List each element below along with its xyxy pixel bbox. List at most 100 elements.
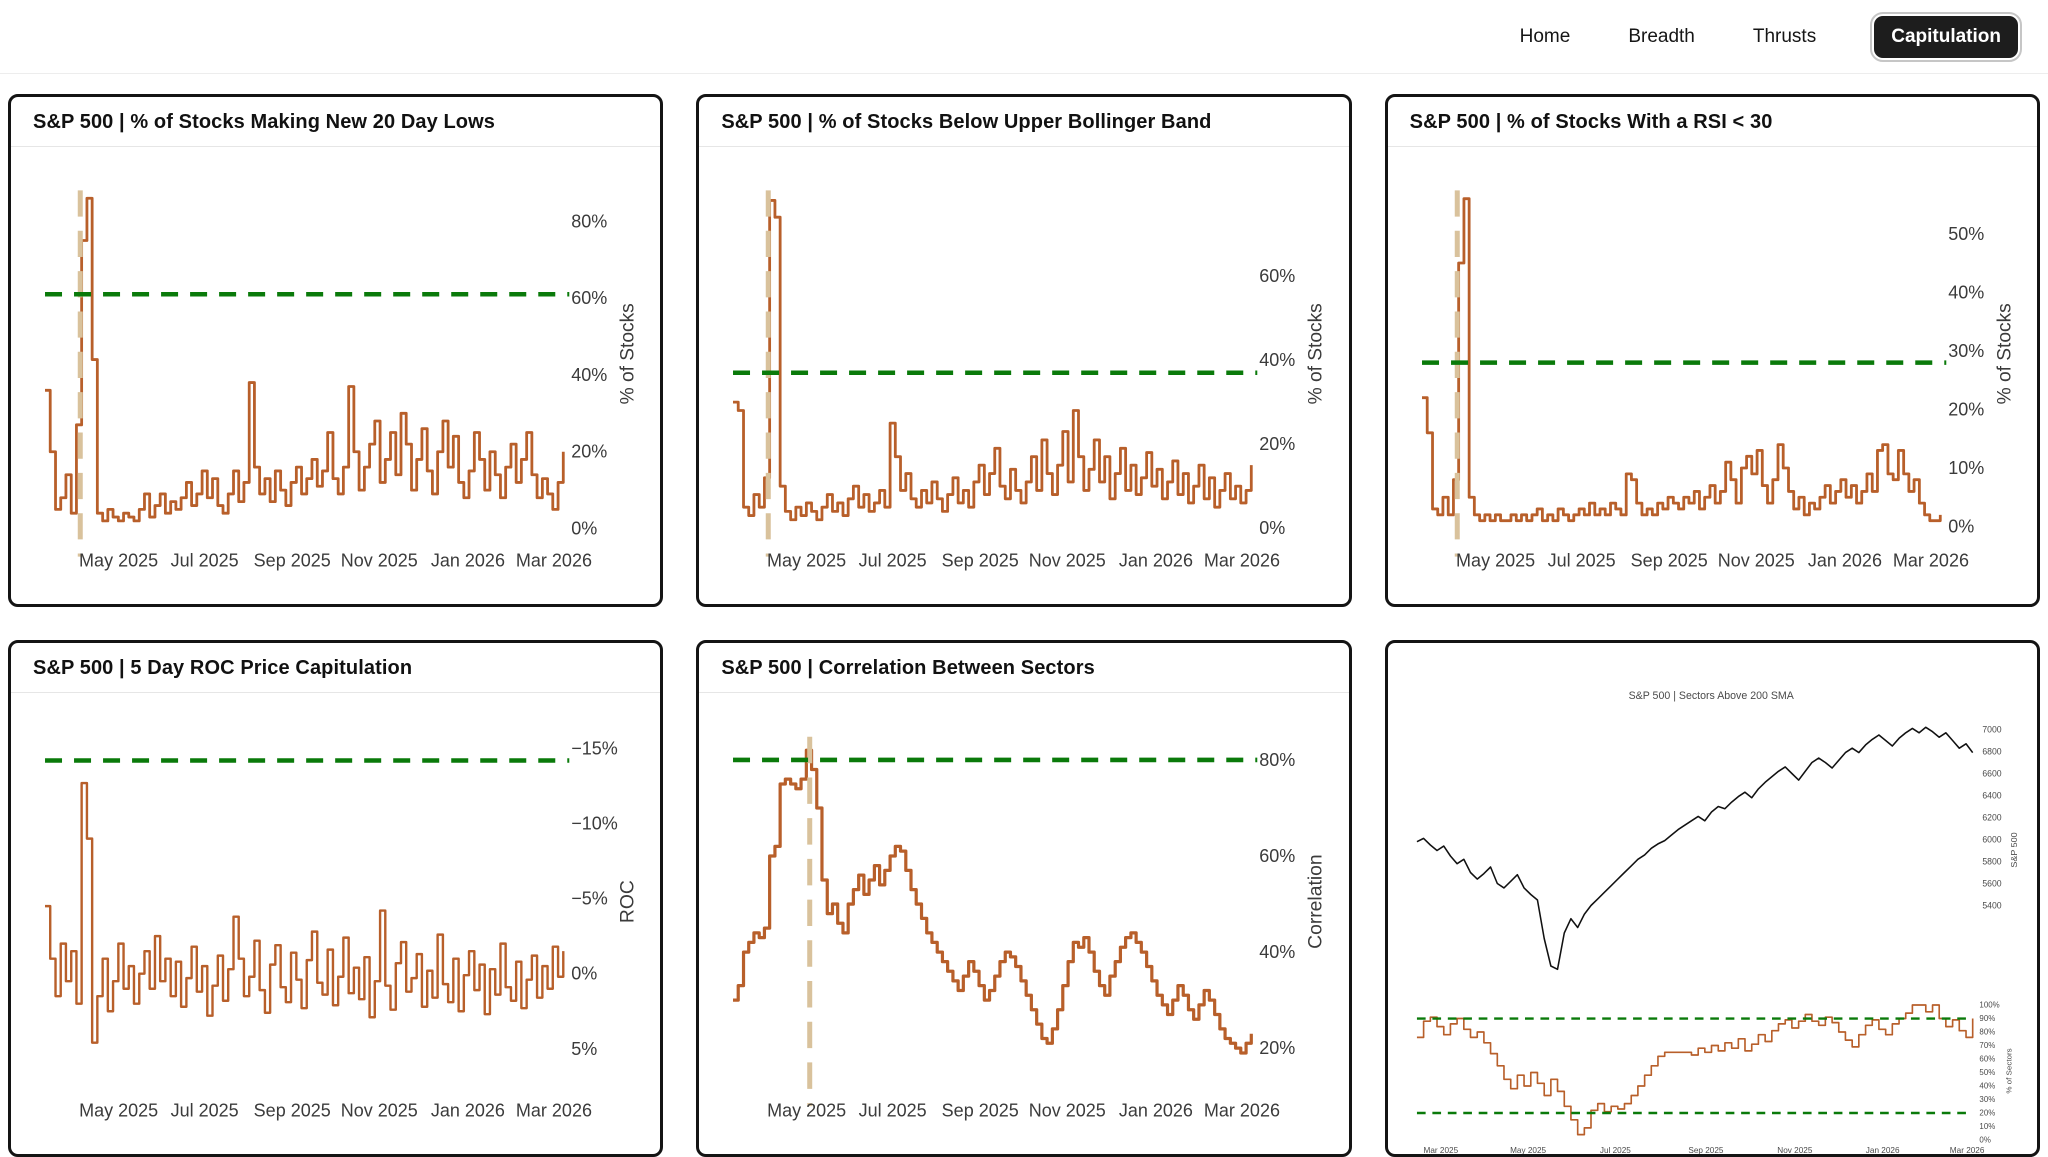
svg-text:40%: 40% [1979, 1081, 1995, 1090]
chart-rsi-below-30: 0% 10% 20% 30% 40% 50% May 2025 Jul 2025 Sep 202… [1421, 190, 2015, 571]
svg-text:0%: 0% [571, 964, 597, 984]
chart-area: S&P 500 | Sectors Above 200 SMA 7000 6800 6… [1388, 643, 2037, 1154]
svg-text:5400: 5400 [1982, 900, 2001, 910]
svg-text:May 2025: May 2025 [79, 551, 158, 571]
svg-text:60%: 60% [1979, 1054, 1995, 1063]
svg-text:50%: 50% [1979, 1068, 1995, 1077]
svg-text:6200: 6200 [1982, 812, 2001, 822]
svg-text:May 2025: May 2025 [1510, 1145, 1546, 1154]
panel-title: S&P 500 | % of Stocks With a RSI < 30 [1387, 97, 2037, 147]
svg-text:Jul 2025: Jul 2025 [171, 1100, 239, 1120]
svg-text:Mar 2026: Mar 2026 [1204, 551, 1280, 571]
svg-text:Sep 2025: Sep 2025 [1630, 551, 1707, 571]
svg-text:20%: 20% [1260, 434, 1296, 454]
svg-text:6600: 6600 [1982, 768, 2001, 778]
nav-item-capitulation[interactable]: Capitulation [1870, 11, 2022, 62]
svg-text:Sep 2025: Sep 2025 [942, 1100, 1019, 1120]
svg-text:30%: 30% [1979, 1095, 1995, 1104]
svg-text:0%: 0% [1979, 1135, 1990, 1144]
chart-new-20-day-lows: 0% 20% 40% 60% 80% May 2025 Jul 2025 Sep 2025 No… [45, 190, 638, 571]
svg-text:Sep 2025: Sep 2025 [254, 1100, 331, 1120]
svg-text:7000: 7000 [1982, 724, 2001, 734]
nav-item-home[interactable]: Home [1519, 25, 1571, 47]
svg-text:Jan 2026: Jan 2026 [1865, 1145, 1899, 1154]
svg-text:20%: 20% [1948, 399, 1984, 419]
svg-text:60%: 60% [1260, 846, 1296, 866]
svg-text:% of Stocks: % of Stocks [1994, 303, 2015, 404]
svg-text:Sep 2025: Sep 2025 [254, 551, 331, 571]
svg-text:90%: 90% [1979, 1014, 1995, 1023]
svg-text:−15%: −15% [571, 738, 618, 758]
svg-text:20%: 20% [1260, 1038, 1296, 1058]
svg-text:60%: 60% [571, 288, 607, 308]
chart-area: 20% 40% 60% 80% May 2025 Jul 2025 Sep 2025 Nov … [699, 693, 1348, 1154]
svg-text:Nov 2025: Nov 2025 [341, 551, 418, 571]
panel-title: S&P 500 | % of Stocks Below Upper Bollin… [699, 97, 1349, 147]
svg-text:Sep 2025: Sep 2025 [942, 551, 1019, 571]
nav-item-breadth[interactable]: Breadth [1628, 25, 1695, 47]
chart-area: 0% 20% 40% 60% May 2025 Jul 2025 Sep 2025 Nov 2… [699, 147, 1348, 604]
svg-text:May 2025: May 2025 [767, 551, 846, 571]
svg-text:5600: 5600 [1982, 878, 2001, 888]
svg-text:0%: 0% [1260, 518, 1286, 538]
svg-text:Nov 2025: Nov 2025 [1777, 1145, 1812, 1154]
svg-text:−5%: −5% [571, 889, 608, 909]
svg-text:Jul 2025: Jul 2025 [171, 551, 239, 571]
svg-text:S&P 500: S&P 500 [2009, 832, 2019, 867]
panel-roc-capitulation: S&P 500 | 5 Day ROC Price Capitulation −… [8, 640, 664, 1157]
chart-area: 0% 20% 40% 60% 80% May 2025 Jul 2025 Sep 2025 No… [11, 147, 660, 604]
svg-text:80%: 80% [1979, 1027, 1995, 1036]
panel-below-upper-bollinger: S&P 500 | % of Stocks Below Upper Bollin… [696, 94, 1352, 607]
chart-sectors-above-200sma: S&P 500 | Sectors Above 200 SMA 7000 6800 6… [1416, 690, 2019, 1154]
svg-text:100%: 100% [1979, 1000, 1999, 1009]
chart-sector-correlation: 20% 40% 60% 80% May 2025 Jul 2025 Sep 2025 Nov … [733, 736, 1327, 1120]
svg-text:10%: 10% [1948, 458, 1984, 478]
svg-text:Mar 2026: Mar 2026 [516, 1100, 592, 1120]
svg-text:% of Sectors: % of Sectors [2004, 1048, 2013, 1093]
svg-text:Jan 2026: Jan 2026 [431, 551, 505, 571]
svg-text:Mar 2026: Mar 2026 [1893, 551, 1969, 571]
svg-text:May 2025: May 2025 [767, 1100, 846, 1120]
panel-sectors-above-200sma: S&P 500 | Sectors Above 200 SMA 7000 6800 6… [1384, 640, 2040, 1157]
svg-text:80%: 80% [1260, 750, 1296, 770]
chart-area: 0% 10% 20% 30% 40% 50% May 2025 Jul 2025 Sep 202… [1388, 147, 2037, 604]
svg-text:Jul 2025: Jul 2025 [1547, 551, 1615, 571]
svg-text:Nov 2025: Nov 2025 [1717, 551, 1794, 571]
svg-text:6400: 6400 [1982, 790, 2001, 800]
chart-below-upper-bollinger: 0% 20% 40% 60% May 2025 Jul 2025 Sep 2025 Nov 2… [733, 190, 1327, 571]
panel-new-20-day-lows: S&P 500 | % of Stocks Making New 20 Day … [8, 94, 664, 607]
svg-text:5800: 5800 [1982, 856, 2001, 866]
top-nav: Home Breadth Thrusts Capitulation [0, 0, 2048, 74]
svg-text:Mar 2026: Mar 2026 [1949, 1145, 1984, 1154]
svg-text:−10%: −10% [571, 813, 618, 833]
svg-text:May 2025: May 2025 [79, 1100, 158, 1120]
svg-text:20%: 20% [571, 442, 607, 462]
svg-text:60%: 60% [1260, 266, 1296, 286]
svg-text:0%: 0% [1948, 516, 1974, 536]
svg-text:Jul 2025: Jul 2025 [859, 1100, 927, 1120]
svg-text:ROC: ROC [617, 880, 638, 923]
svg-text:Nov 2025: Nov 2025 [341, 1100, 418, 1120]
svg-text:Jan 2026: Jan 2026 [1119, 551, 1193, 571]
svg-text:40%: 40% [571, 365, 607, 385]
svg-text:10%: 10% [1979, 1122, 1995, 1131]
svg-text:Correlation: Correlation [1306, 854, 1327, 948]
svg-text:30%: 30% [1948, 341, 1984, 361]
panel-title: S&P 500 | 5 Day ROC Price Capitulation [11, 643, 661, 693]
svg-text:Sep 2025: Sep 2025 [1688, 1145, 1723, 1154]
svg-text:5%: 5% [571, 1039, 597, 1059]
svg-text:May 2025: May 2025 [1456, 551, 1535, 571]
svg-text:Jul 2025: Jul 2025 [1600, 1145, 1631, 1154]
svg-text:Mar 2026: Mar 2026 [516, 551, 592, 571]
svg-text:6800: 6800 [1982, 746, 2001, 756]
chart-area: −15% −10% −5% 0% 5% May 2025 Jul 2025 Sep 2025 N… [11, 693, 660, 1154]
svg-text:40%: 40% [1948, 282, 1984, 302]
svg-text:0%: 0% [571, 518, 597, 538]
svg-text:40%: 40% [1260, 942, 1296, 962]
svg-text:6000: 6000 [1982, 834, 2001, 844]
svg-text:Nov 2025: Nov 2025 [1029, 1100, 1106, 1120]
svg-text:80%: 80% [571, 211, 607, 231]
nav-item-thrusts[interactable]: Thrusts [1752, 25, 1817, 47]
svg-text:Jan 2026: Jan 2026 [1808, 551, 1882, 571]
svg-text:Jul 2025: Jul 2025 [859, 551, 927, 571]
